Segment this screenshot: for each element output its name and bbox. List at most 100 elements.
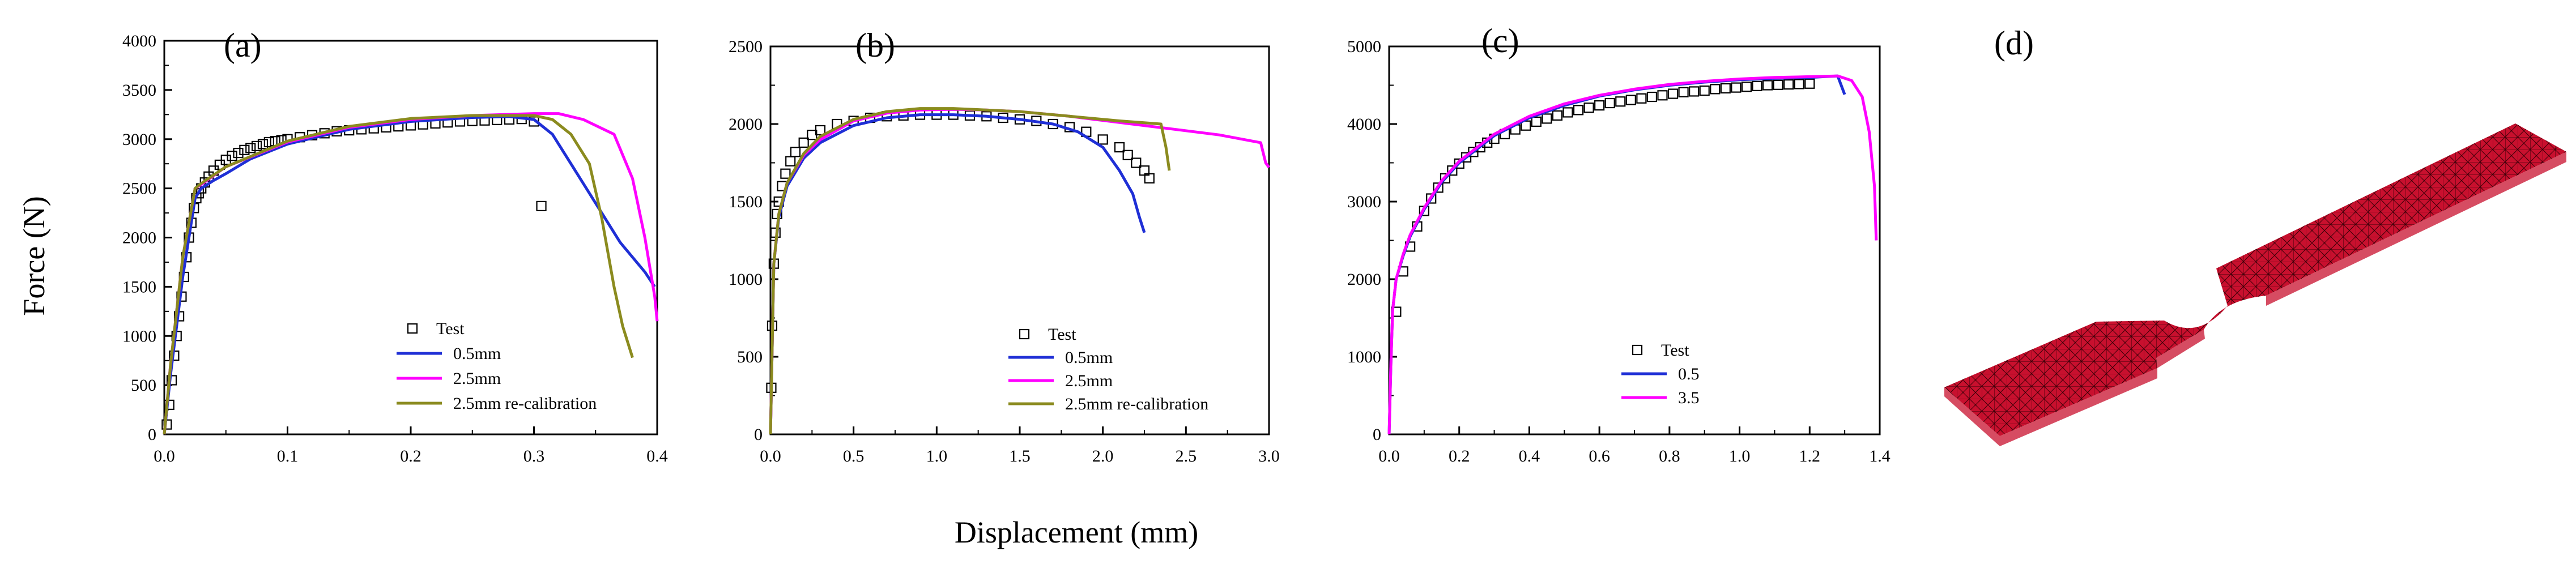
data-point-test bbox=[1699, 85, 1710, 96]
x-tick-label: 1.2 bbox=[1799, 447, 1821, 465]
data-point-test bbox=[1804, 78, 1815, 89]
legend-marker bbox=[407, 323, 418, 334]
legend-label: 2.5mm re-calibration bbox=[453, 394, 597, 413]
series-line-2-5mm bbox=[769, 108, 1271, 435]
legend-label: Test bbox=[1661, 341, 1689, 360]
plot-frame bbox=[163, 40, 658, 435]
data-point-test bbox=[1762, 80, 1773, 91]
legend-marker bbox=[1632, 344, 1643, 356]
y-axis-label: Force (N) bbox=[17, 196, 51, 315]
data-point-test bbox=[1689, 86, 1700, 97]
series-line-0-5mm bbox=[163, 115, 656, 435]
data-point-test bbox=[257, 139, 269, 150]
data-point-test bbox=[1097, 134, 1108, 145]
data-point-test bbox=[1440, 173, 1451, 183]
legend-label: 2.5mm bbox=[453, 369, 501, 388]
data-point-test bbox=[1531, 116, 1542, 127]
data-point-test bbox=[1783, 79, 1794, 90]
panel-label-d: (d) bbox=[1994, 24, 2034, 62]
data-point-test bbox=[1667, 88, 1679, 99]
x-tick-label: 0.0 bbox=[1378, 447, 1400, 465]
y-tick-label: 2500 bbox=[122, 180, 156, 198]
data-point-test bbox=[263, 136, 274, 148]
data-point-test bbox=[1794, 79, 1804, 89]
y-tick-label: 3000 bbox=[122, 130, 156, 149]
legend-label: Test bbox=[436, 319, 465, 338]
data-point-test bbox=[239, 144, 250, 155]
x-tick-label: 0.0 bbox=[154, 447, 175, 465]
x-tick-label: 0.4 bbox=[646, 447, 668, 465]
plot-frame bbox=[769, 45, 1270, 435]
data-point-test bbox=[1594, 100, 1605, 111]
y-tick-label: 2000 bbox=[122, 229, 156, 247]
y-tick-label: 500 bbox=[737, 348, 763, 366]
data-point-test bbox=[252, 140, 262, 152]
data-point-test bbox=[790, 147, 801, 157]
chart-panel-b: 0.0 0.5 1.0 1.5 2.0 2.5 3.0 0 500 1000 1500 2000 250… bbox=[729, 27, 1280, 465]
data-point-test bbox=[1720, 83, 1731, 94]
y-tick-label: 3000 bbox=[1347, 193, 1381, 211]
legend-label: 3.5 bbox=[1678, 388, 1700, 407]
data-point-test bbox=[1552, 110, 1563, 121]
y-tick-label: 0 bbox=[148, 425, 156, 444]
data-point-test bbox=[1625, 95, 1636, 105]
data-point-test bbox=[1562, 107, 1573, 118]
data-point-test bbox=[233, 147, 244, 159]
chart-panel-a: 0.0 0.1 0.2 0.3 0.4 0 500 1000 1500 2000 2500 3000 3… bbox=[122, 27, 668, 465]
data-point-test bbox=[1636, 93, 1647, 104]
data-point-test bbox=[1114, 142, 1125, 153]
data-point-test bbox=[1752, 80, 1762, 91]
y-tick-label: 3500 bbox=[122, 81, 156, 100]
data-point-test bbox=[815, 125, 826, 136]
legend-label: 0.5mm bbox=[1065, 348, 1113, 367]
series-line-0-5 bbox=[1387, 74, 1846, 435]
panel-label: (a) bbox=[224, 27, 262, 64]
legend-label: 0.5mm bbox=[453, 344, 501, 363]
x-tick-label: 1.5 bbox=[1009, 447, 1031, 465]
legend-label: 2.5mm bbox=[1065, 371, 1113, 390]
legend: Test 0.5mm 2.5mm 2.5mm re-calibration bbox=[397, 319, 597, 413]
data-point-test bbox=[1426, 193, 1437, 204]
data-point-test bbox=[1461, 152, 1472, 163]
data-point-test bbox=[1131, 157, 1142, 168]
data-point-test bbox=[245, 143, 256, 153]
y-tick-label: 4000 bbox=[122, 32, 156, 50]
data-point-test bbox=[536, 200, 547, 211]
x-tick-label: 3.0 bbox=[1258, 447, 1280, 465]
x-tick-label: 0.4 bbox=[1519, 447, 1540, 465]
x-tick-label: 0.0 bbox=[760, 447, 781, 465]
legend-label: Test bbox=[1048, 325, 1076, 344]
mesh-specimen-panel: (d) bbox=[1944, 24, 2566, 446]
x-tick-label: 1.4 bbox=[1869, 447, 1891, 465]
x-tick-label: 0.8 bbox=[1659, 447, 1680, 465]
x-tick-label: 1.0 bbox=[926, 447, 948, 465]
data-point-test bbox=[1583, 103, 1594, 113]
series-line-2-5mm-re-calibration bbox=[769, 107, 1171, 435]
data-point-test bbox=[1447, 165, 1458, 176]
data-point-test bbox=[1678, 87, 1689, 97]
chart-panel-c: 0.0 0.2 0.4 0.6 0.8 1.0 1.2 1.4 0 1000 2000 3000 400… bbox=[1347, 22, 1891, 465]
x-tick-label: 0.5 bbox=[843, 447, 865, 465]
y-tick-label: 4000 bbox=[1347, 115, 1381, 134]
data-point-test bbox=[1144, 173, 1155, 183]
x-tick-label: 0.6 bbox=[1589, 447, 1610, 465]
x-tick-label: 0.2 bbox=[400, 447, 421, 465]
data-point-test bbox=[1604, 97, 1615, 109]
data-point-test bbox=[1615, 96, 1626, 107]
legend-label: 0.5 bbox=[1678, 365, 1700, 383]
data-point-test bbox=[1773, 79, 1783, 90]
x-axis-label: Displacement (mm) bbox=[955, 515, 1198, 549]
x-tick-label: 2.5 bbox=[1176, 447, 1197, 465]
data-point-test bbox=[1741, 82, 1752, 92]
x-tick-label: 0.3 bbox=[523, 447, 545, 465]
data-point-test bbox=[785, 156, 796, 166]
y-tick-label: 5000 bbox=[1347, 37, 1381, 56]
x-tick-label: 0.2 bbox=[1449, 447, 1470, 465]
legend-marker bbox=[1019, 328, 1030, 340]
data-point-test bbox=[1122, 150, 1133, 160]
y-tick-label: 1000 bbox=[1347, 348, 1381, 366]
data-point-test bbox=[1542, 113, 1552, 124]
legend: Test 0.5mm 2.5mm 2.5mm re-calibration bbox=[1008, 325, 1208, 413]
x-tick-label: 1.0 bbox=[1729, 447, 1751, 465]
